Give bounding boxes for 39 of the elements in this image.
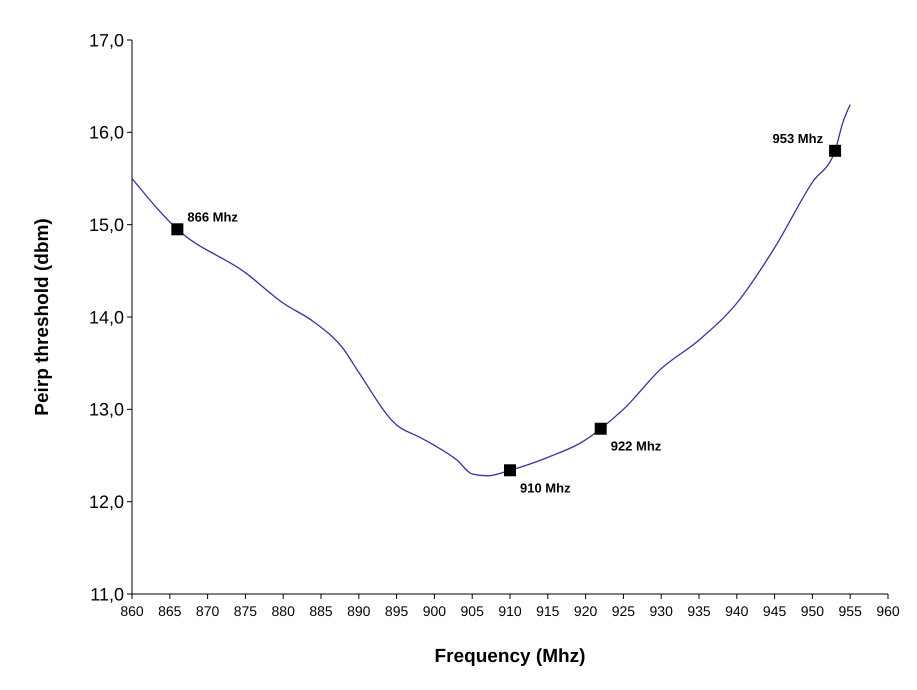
x-tick-label: 930: [650, 603, 674, 619]
annotation: 866 Mhz: [187, 209, 238, 224]
point: [594, 422, 607, 435]
annotation: 910 Mhz: [520, 480, 572, 496]
x-tick-label: 955: [838, 603, 862, 619]
x-tick-label: 885: [309, 603, 333, 619]
x-tick-label: 865: [158, 603, 182, 619]
x-tick-label: 915: [536, 603, 560, 619]
x-tick-label: 920: [574, 603, 598, 619]
y-tick-label: 16,0: [88, 122, 124, 143]
annotation: 953 Mhz: [772, 130, 824, 146]
point: [504, 464, 516, 476]
x-tick-label: 860: [120, 603, 144, 619]
annotation: 922 Mhz: [610, 438, 662, 454]
x-tick-label: 960: [876, 603, 900, 619]
x-tick-label: 890: [347, 603, 371, 619]
y-tick-label: 14,0: [88, 307, 124, 328]
x-axis-title: Frequency (Mhz): [434, 646, 586, 667]
y-tick-label: 12,0: [88, 492, 124, 512]
x-tick-label: 940: [725, 603, 749, 619]
x-tick-label: 910: [498, 603, 522, 619]
x-tick-label: 950: [800, 603, 824, 619]
point: [171, 223, 184, 236]
y-tick-label: 15,0: [88, 214, 124, 235]
x-tick-label: 900: [422, 603, 446, 619]
y-tick-label: 17,0: [88, 30, 124, 50]
x-tick-label: 875: [234, 603, 258, 619]
x-tick-label: 870: [196, 603, 220, 619]
x-tick-label: 935: [687, 603, 711, 619]
line-series: [131, 104, 851, 476]
y-axis-title: Peirp threshold (dbm): [32, 218, 53, 416]
y-tick-label: 13,0: [88, 400, 124, 420]
y-tick-label: 11,0: [90, 584, 124, 604]
x-tick-label: 895: [384, 603, 408, 619]
point: [829, 144, 842, 157]
x-tick-label: 945: [762, 603, 786, 619]
x-tick-label: 880: [272, 603, 296, 619]
x-tick-label: 925: [612, 603, 636, 619]
x-tick-label: 905: [460, 603, 484, 619]
